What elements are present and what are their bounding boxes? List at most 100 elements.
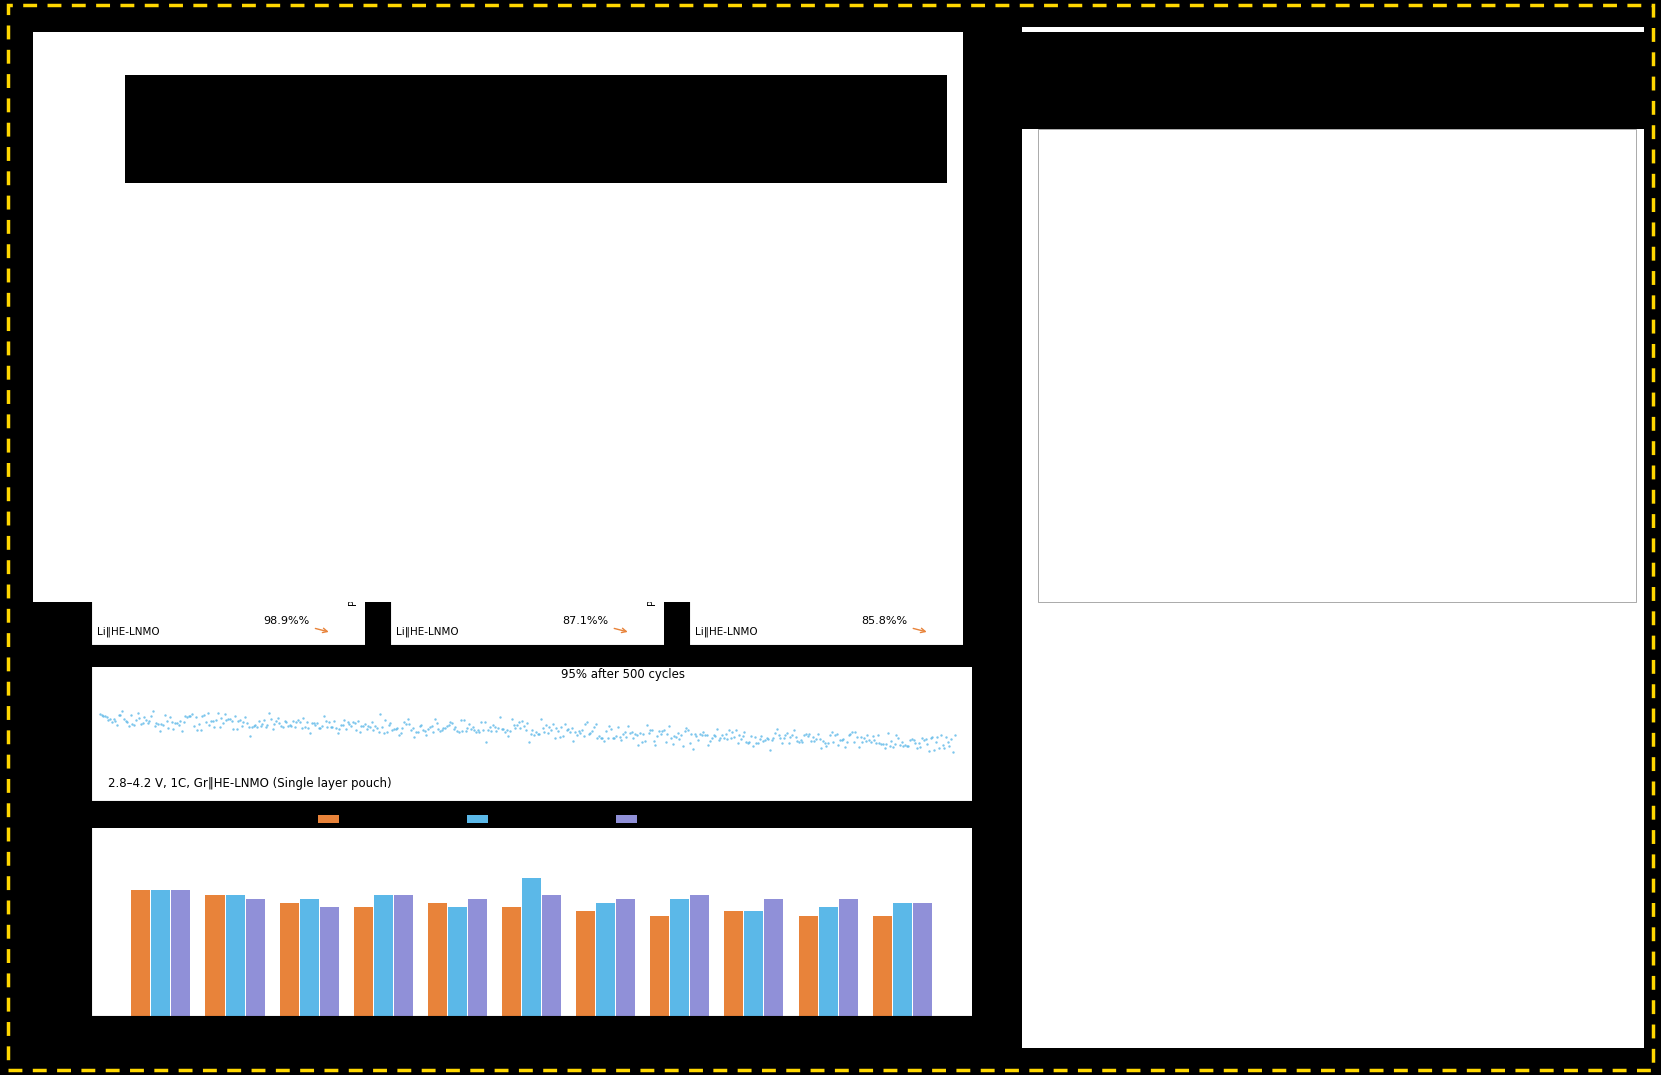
Point bbox=[174, 281, 201, 298]
Point bbox=[546, 282, 573, 299]
Point bbox=[598, 283, 625, 300]
Point bbox=[746, 287, 772, 304]
Point bbox=[399, 301, 425, 318]
Point bbox=[238, 317, 264, 334]
Point bbox=[527, 281, 553, 298]
Point bbox=[292, 291, 319, 309]
Point bbox=[163, 272, 189, 289]
Point bbox=[390, 301, 417, 318]
Point bbox=[347, 723, 374, 741]
Point bbox=[294, 714, 321, 731]
Point bbox=[623, 284, 649, 301]
Point bbox=[329, 716, 355, 733]
Point bbox=[762, 287, 789, 304]
Point bbox=[194, 291, 221, 309]
Point bbox=[424, 305, 450, 322]
Point bbox=[236, 289, 262, 306]
Point bbox=[638, 721, 664, 739]
Point bbox=[284, 291, 311, 309]
Point bbox=[184, 287, 211, 304]
Point bbox=[508, 282, 535, 299]
Point bbox=[429, 428, 455, 445]
Point bbox=[424, 425, 450, 442]
Point bbox=[337, 374, 364, 391]
Point bbox=[367, 298, 394, 315]
Point bbox=[289, 347, 316, 364]
Bar bbox=[468, 899, 487, 1075]
Point bbox=[932, 740, 958, 757]
Point bbox=[756, 288, 782, 305]
Point bbox=[379, 721, 405, 739]
Point bbox=[166, 281, 193, 298]
Point bbox=[326, 296, 352, 313]
Point bbox=[568, 721, 595, 739]
Point bbox=[468, 714, 495, 731]
Point bbox=[203, 287, 229, 304]
X-axis label: Capacity (mAh g⁻¹): Capacity (mAh g⁻¹) bbox=[473, 671, 581, 680]
Point bbox=[757, 286, 784, 303]
Point bbox=[925, 740, 952, 757]
Point bbox=[341, 715, 367, 732]
Point bbox=[525, 282, 551, 299]
Point bbox=[206, 718, 233, 735]
Point bbox=[352, 300, 379, 317]
Point bbox=[257, 288, 284, 305]
Point bbox=[737, 728, 764, 745]
Point bbox=[649, 722, 676, 740]
Point bbox=[606, 729, 633, 746]
Point bbox=[429, 429, 455, 446]
Point bbox=[316, 363, 342, 381]
Point bbox=[485, 719, 512, 736]
Point bbox=[483, 278, 510, 296]
Point bbox=[862, 290, 889, 307]
Text: 95% after 500 cycles: 95% after 500 cycles bbox=[561, 668, 686, 682]
Point bbox=[301, 293, 327, 311]
Point bbox=[188, 284, 214, 301]
Point bbox=[369, 393, 395, 411]
Point bbox=[726, 726, 752, 743]
Point bbox=[231, 713, 257, 730]
Point bbox=[857, 733, 884, 750]
Point bbox=[832, 288, 859, 305]
Point bbox=[329, 372, 355, 389]
Point bbox=[439, 435, 465, 453]
Point bbox=[508, 284, 535, 301]
Point bbox=[164, 281, 191, 298]
Point bbox=[231, 287, 257, 304]
Point bbox=[653, 284, 679, 301]
Point bbox=[261, 289, 287, 306]
Point bbox=[532, 283, 558, 300]
Point bbox=[297, 292, 324, 310]
Point bbox=[644, 285, 671, 302]
Point bbox=[254, 328, 281, 345]
Point bbox=[163, 275, 189, 292]
Point bbox=[281, 291, 307, 309]
Point bbox=[734, 287, 761, 304]
Point bbox=[905, 734, 932, 751]
Bar bbox=[541, 894, 561, 1075]
Point bbox=[269, 718, 296, 735]
Point bbox=[565, 282, 591, 299]
Point bbox=[533, 281, 560, 298]
Point bbox=[355, 718, 382, 735]
Point bbox=[862, 289, 889, 306]
Point bbox=[151, 278, 178, 296]
Point bbox=[698, 733, 724, 750]
Point bbox=[448, 722, 475, 740]
Point bbox=[262, 713, 289, 730]
Point bbox=[535, 723, 561, 741]
Point bbox=[194, 705, 221, 722]
Bar bbox=[596, 903, 615, 1075]
Point bbox=[796, 287, 822, 304]
Point bbox=[382, 299, 409, 316]
Point bbox=[244, 320, 271, 338]
Point bbox=[169, 278, 196, 296]
Point bbox=[179, 284, 206, 301]
Point bbox=[257, 711, 284, 728]
Point bbox=[261, 715, 287, 732]
Point bbox=[324, 725, 350, 742]
Point bbox=[168, 712, 194, 729]
Point bbox=[620, 729, 646, 746]
Point bbox=[742, 287, 769, 304]
Point bbox=[490, 280, 517, 297]
